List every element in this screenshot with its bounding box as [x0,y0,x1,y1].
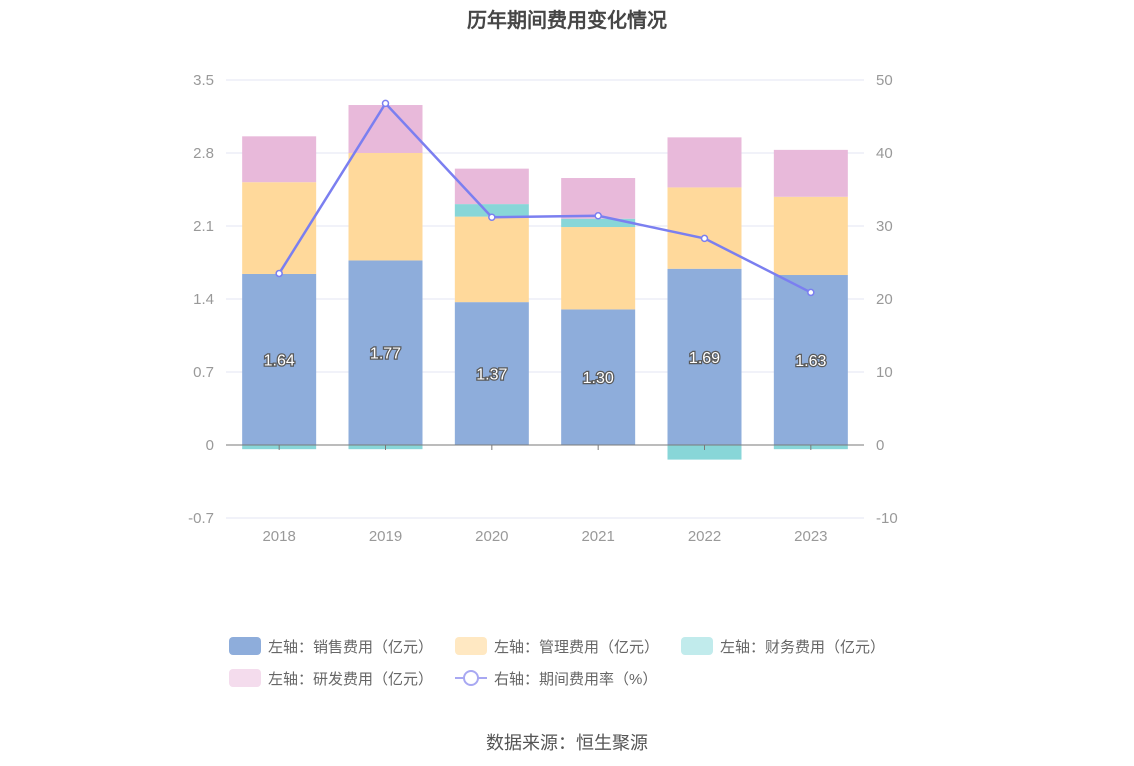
bar-mgmt [773,196,848,276]
legend: 左轴：销售费用（亿元） 左轴：管理费用（亿元） 左轴：财务费用（亿元） 左轴：研… [229,630,929,694]
x-axis-tick-label: 2018 [262,528,295,545]
bar-sales [454,302,529,445]
bar-sales [242,273,317,445]
x-axis-tick-label: 2022 [688,528,721,545]
data-label-sales: 1.30 [583,370,614,387]
bar-sales [348,260,423,445]
bar-mgmt [348,153,423,261]
bar-sales [773,275,848,445]
data-label-sales: 1.64 [264,352,295,369]
right-axis-tick-label: 10 [876,364,893,381]
bar-mgmt [561,227,636,310]
bar-mgmt [667,187,742,269]
legend-swatch-rate [455,669,488,687]
bar-mgmt [454,216,529,303]
chart-title: 历年期间费用变化情况 [467,10,667,32]
data-label-sales: 1.77 [370,346,401,363]
left-axis-tick-label: 1.4 [193,291,214,308]
bar-finance [454,204,529,217]
bar-rd [561,178,636,219]
left-axis-tick-label: 2.8 [193,145,214,162]
right-axis-tick-label: 50 [876,72,893,89]
bar-finance [667,445,742,460]
x-axis-tick-label: 2020 [475,528,508,545]
legend-item-sales[interactable]: 左轴：销售费用（亿元） [229,636,433,657]
right-axis-tick-label: -10 [876,510,898,527]
right-axis-tick-label: 20 [876,291,893,308]
bar-sales [561,309,636,445]
bar-sales [667,268,742,445]
bar-rd [773,149,848,197]
point-rate [275,269,283,278]
legend-label-mgmt: 左轴：管理费用（亿元） [494,638,660,656]
left-axis-tick-label: 2.1 [193,218,214,235]
point-rate [488,213,496,221]
legend-item-finance[interactable]: 左轴：财务费用（亿元） [681,636,885,657]
x-axis-tick-label: 2019 [369,528,402,545]
legend-label-rate: 右轴：期间费用率（%） [494,670,658,688]
legend-label-rd: 左轴：研发费用（亿元） [268,670,434,688]
left-axis-tick-label: -0.7 [188,510,214,527]
point-rate [381,99,390,108]
bar-rd [454,168,529,205]
bar-finance [561,218,636,228]
data-source: 数据来源：恒生聚源 [486,733,648,753]
legend-item-rate[interactable]: 右轴：期间费用率（%） [455,668,657,689]
legend-swatch-rd [229,669,261,687]
bar-rd [667,137,742,188]
legend-swatch-finance [681,637,714,655]
chart-canvas: 3.5 2.8 2.1 1.4 0.7 0 -0.7 50 40 30 20 10 0 -10 2018 20… [188,72,898,545]
data-label-sales: 1.37 [476,367,507,384]
line-rate [278,101,812,294]
bar-mgmt [242,182,317,274]
legend-swatch-mgmt [455,637,488,655]
left-axis-tick-label: 0 [206,437,214,454]
point-rate [700,234,709,243]
point-rate [594,212,602,220]
data-label-sales: 1.69 [689,350,720,367]
left-axis-tick-label: 3.5 [193,72,214,89]
data-label-sales: 1.63 [795,353,826,370]
legend-swatch-sales [229,637,261,655]
legend-item-mgmt[interactable]: 左轴：管理费用（亿元） [455,636,659,657]
point-rate [807,288,815,297]
right-axis-tick-label: 30 [876,218,893,235]
left-axis-tick-label: 0.7 [193,364,214,381]
x-axis-tick-label: 2021 [581,528,614,545]
legend-label-sales: 左轴：销售费用（亿元） [268,638,434,656]
legend-item-rd[interactable]: 左轴：研发费用（亿元） [229,668,433,689]
legend-label-finance: 左轴：财务费用（亿元） [720,638,886,656]
right-axis-tick-label: 40 [876,145,893,162]
bar-rd [242,136,317,183]
x-axis-tick-label: 2023 [794,528,827,545]
right-axis-tick-label: 0 [876,437,884,454]
